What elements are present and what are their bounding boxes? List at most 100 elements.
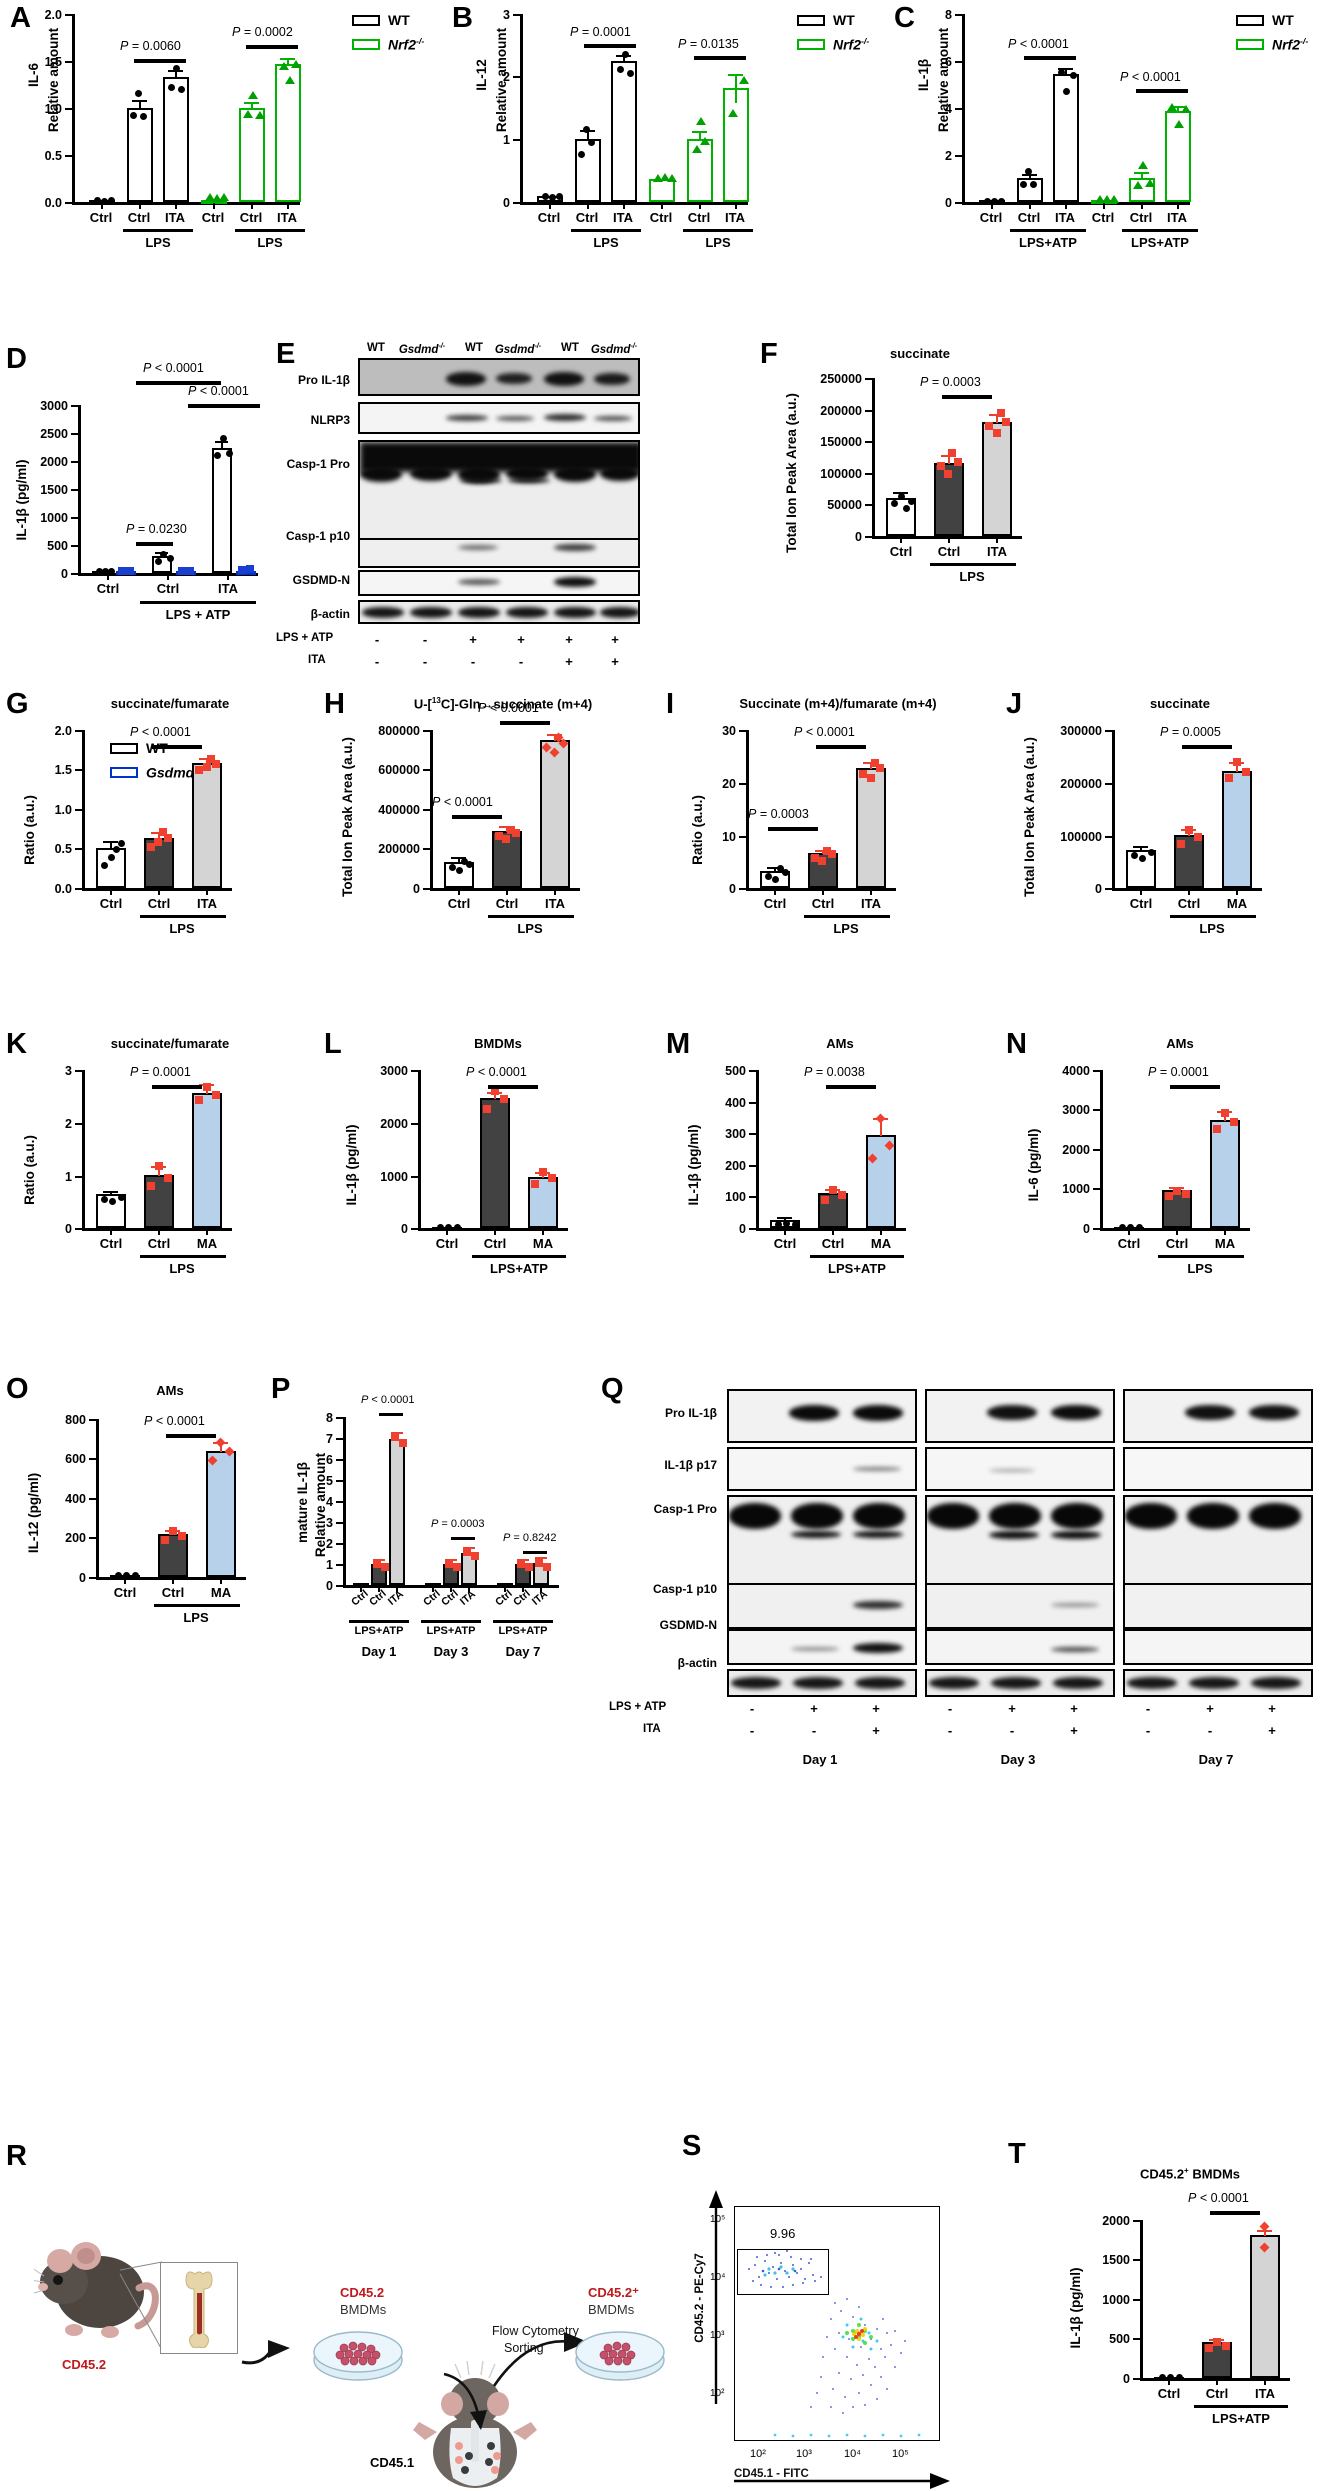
bar-c-2	[1053, 74, 1079, 202]
xlab-k-2: MA	[196, 1236, 218, 1251]
ytick-h-1: 200000	[378, 842, 420, 856]
xlab-c-3: Ctrl	[1091, 210, 1115, 225]
condition-label-0: LPS + ATP	[276, 632, 334, 644]
ytick-f-0: 0	[855, 530, 862, 544]
panel-h-ylabel: Total Ion Peak Area (a.u.)	[340, 737, 355, 897]
ytick-a-4: 2.0	[44, 8, 62, 22]
ytick-m-4: 400	[725, 1096, 746, 1110]
xlab-l-1: Ctrl	[483, 1236, 507, 1251]
panel-m: M AMs IL-1β (pg/ml) 500 400 300 200 100 …	[660, 1030, 1000, 1320]
panel-m-ylabel: IL-1β (pg/ml)	[686, 1124, 701, 1206]
panel-g-letter: G	[6, 688, 29, 720]
legend-swatch-gsdmd	[110, 766, 138, 778]
ytick-i-3: 30	[722, 724, 736, 738]
ytick-o-1: 200	[65, 1531, 86, 1545]
ytick-d-3: 1500	[40, 483, 68, 497]
grouplab-g-0: LPS	[169, 921, 195, 936]
bar-t-2	[1250, 2235, 1280, 2378]
source-mouse-illustration	[34, 2242, 159, 2338]
pval-c-0: P < 0.0001	[1008, 37, 1069, 51]
arrow-dish-to-host	[443, 2372, 487, 2430]
panel-c-ylabel-2: Relative amount	[936, 27, 951, 133]
blot-row-label-0: Pro IL-1β	[298, 373, 350, 387]
grouplab-d-0: LPS + ATP	[165, 607, 231, 622]
panel-e: E WT Gsdmd-/- WT Gsdmd-/- WT Gsdmd-/- Pr…	[272, 340, 732, 669]
panel-n-letter: N	[1006, 1028, 1027, 1060]
condition-0-v3: +	[517, 632, 525, 647]
bar-j-0	[1126, 850, 1156, 888]
xlab-g-2: ITA	[197, 896, 217, 911]
dish1-label-2: BMDMs	[340, 2302, 387, 2317]
ytick-f-3: 150000	[820, 435, 862, 449]
xlab-m-1: Ctrl	[821, 1236, 845, 1251]
q-c0-v4: +	[1008, 1701, 1016, 1716]
q-c0-v3: -	[947, 1701, 953, 1716]
xlab-a-0: Ctrl	[89, 210, 113, 225]
xlab-o-0: Ctrl	[113, 1585, 137, 1600]
legend-label-nrf2: Nrf2-/-	[388, 36, 425, 53]
panel-j-ylabel: Total Ion Peak Area (a.u.)	[1022, 737, 1037, 897]
ytick-c-0: 0	[945, 196, 952, 210]
pval-p-2: P = 0.8242	[503, 1532, 557, 1544]
panel-f-letter: F	[760, 338, 778, 370]
flow-scatter-points	[748, 2250, 921, 2438]
grouplab-p-2: LPS+ATP	[498, 1625, 548, 1637]
y-axis-arrow	[709, 2190, 723, 2404]
bar-a-5	[275, 64, 301, 202]
panel-b-legend: WT Nrf2-/-	[797, 12, 869, 61]
panel-j-plot: 300000 200000 100000 0 P = 0.0005 Ctrl C…	[1060, 725, 1272, 935]
bar-b-1	[575, 139, 601, 202]
ytick-d-5: 2500	[40, 427, 68, 441]
blot-row-label-3: Casp-1 p10	[285, 529, 350, 543]
grouplab-b-0: LPS	[593, 235, 619, 250]
grouplab-a-1: LPS	[257, 235, 283, 250]
inset-connector-lines	[119, 2261, 163, 2348]
bar-i-2	[856, 768, 886, 888]
q-c1-v7: -	[1207, 1723, 1213, 1738]
ytick-j-2: 200000	[1060, 777, 1102, 791]
panel-a: A IL-6 Relative amount 2.0 1.5 1.0 0.5 0…	[0, 0, 450, 275]
legend-swatch-nrf2	[352, 38, 380, 50]
xlab-t-2: ITA	[1255, 2386, 1275, 2401]
bar-j-2	[1222, 771, 1252, 888]
q-c1-v1: -	[811, 1723, 817, 1738]
legend-label-nrf2: Nrf2-/-	[1272, 36, 1309, 53]
panel-h: H U-[13C]-Gln→succinate (m+4) Total Ion …	[318, 690, 658, 980]
bar-a-1	[127, 108, 153, 202]
ytick-m-3: 300	[725, 1127, 746, 1141]
grouplab-c-1: LPS+ATP	[1131, 235, 1189, 250]
ytick-p-3: 3	[326, 1516, 333, 1530]
xlab-m-2: MA	[870, 1236, 892, 1251]
panel-t-plot: 2000 1500 1000 500 0 P < 0.0001 Ctrl Ctr…	[1102, 2192, 1300, 2425]
xlab-b-4: Ctrl	[687, 210, 711, 225]
condition-1-v5: +	[611, 654, 619, 669]
panel-g: G succinate/fumarate Ratio (a.u.) 2.0 1.…	[0, 690, 330, 980]
pval-b-0: P = 0.0001	[570, 25, 631, 39]
q-c1-v6: -	[1145, 1723, 1151, 1738]
pval-k-0: P = 0.0001	[130, 1065, 191, 1079]
gate-percentage-label: 9.96	[770, 2226, 796, 2241]
pval-m-0: P = 0.0038	[804, 1065, 865, 1079]
xlab-f-0: Ctrl	[889, 544, 913, 559]
pval-d-0: P < 0.0001	[143, 361, 204, 375]
panel-n-ylabel: IL-6 (pg/ml)	[1026, 1128, 1041, 1202]
lane-header-5: Gsdmd-/-	[590, 342, 638, 356]
q-daylab-1: Day 3	[1000, 1752, 1036, 1767]
panel-l-plot: 3000 2000 1000 0 P < 0.0001 Ctrl Ctrl MA…	[380, 1065, 578, 1275]
xlab-n-0: Ctrl	[1117, 1236, 1141, 1251]
panel-h-plot: 800000 600000 400000 200000 0 P < 0.0001…	[378, 702, 590, 935]
panel-c-legend: WT Nrf2-/-	[1236, 12, 1308, 61]
panel-a-letter: A	[10, 2, 31, 34]
xlab-t-1: Ctrl	[1205, 2386, 1229, 2401]
xlab-t-0: Ctrl	[1157, 2386, 1181, 2401]
bar-b-3	[649, 179, 675, 202]
panel-c-ylabel-1: IL-1β	[916, 58, 931, 92]
pval-t-0: P < 0.0001	[1188, 2191, 1249, 2205]
panel-p: P mature IL-1β Relative amount 8 7 6 5 4…	[265, 1375, 595, 1695]
pval-l-0: P < 0.0001	[466, 1065, 527, 1079]
ytick-g-1: 0.5	[54, 842, 72, 856]
daylab-p-2: Day 7	[505, 1644, 541, 1659]
panel-s: S CD45.2 - PE-Cy7	[672, 2110, 1002, 2491]
xlab-c-2: ITA	[1055, 210, 1075, 225]
panel-n-plot: 4000 3000 2000 1000 0 P = 0.0001 Ctrl Ct…	[1062, 1065, 1260, 1275]
